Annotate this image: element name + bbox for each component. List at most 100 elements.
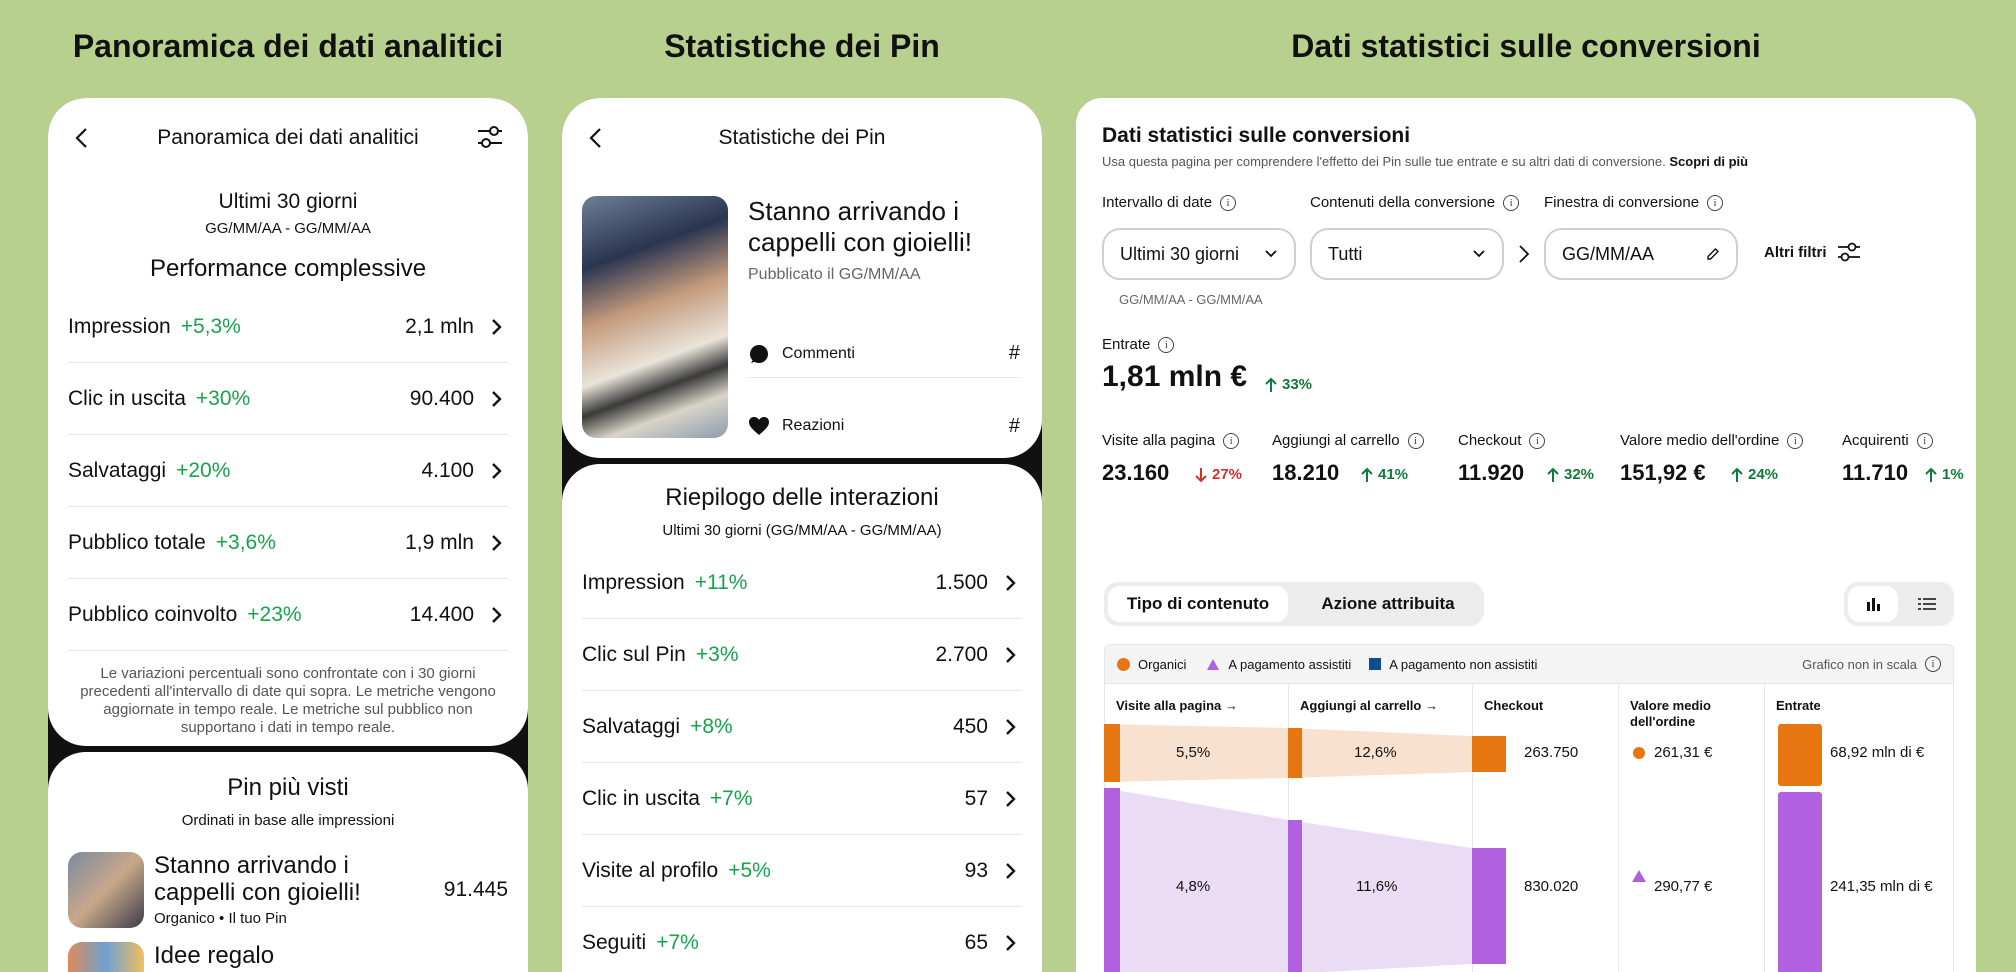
chevron-right-icon xyxy=(1006,646,1016,663)
reactions-label: Reazioni xyxy=(782,417,845,434)
info-icon[interactable]: i xyxy=(1787,432,1804,449)
info-icon[interactable]: i xyxy=(1407,432,1424,449)
metric-value: 1.500 xyxy=(935,570,988,594)
chevron-right-icon xyxy=(1006,934,1016,951)
metric-change: +8% xyxy=(690,714,733,738)
arrow-up-icon xyxy=(1265,377,1277,392)
metric-label: Salvataggi xyxy=(582,714,681,738)
info-icon[interactable]: i xyxy=(1223,432,1240,449)
reactions-value: # xyxy=(1008,414,1020,437)
metric-label: Visite al profilo xyxy=(582,858,719,882)
overview-footnote: Le variazioni percentuali sono confronta… xyxy=(80,665,496,736)
metric-row[interactable]: Impression +11% 1.500 xyxy=(582,547,1022,619)
organic-visits-bar xyxy=(1104,724,1120,782)
info-icon[interactable]: i xyxy=(1220,194,1237,211)
metric-trend-value: 41% xyxy=(1378,466,1409,483)
list-view-button[interactable] xyxy=(1902,586,1952,622)
info-icon[interactable]: i xyxy=(1503,194,1520,211)
filter-settings-icon[interactable] xyxy=(476,124,504,150)
top-pins-panel: Pin più visti Ordinati in base alle impr… xyxy=(48,752,528,972)
metric-row[interactable]: Seguiti +7% 65 xyxy=(582,907,1022,972)
reactions-row[interactable]: Reazioni # xyxy=(748,402,1020,450)
info-icon[interactable]: i xyxy=(1916,432,1933,449)
arrow-up-icon xyxy=(1925,467,1937,482)
info-icon[interactable]: i xyxy=(1158,336,1175,353)
overview-panel: Panoramica dei dati analitici Ultimi 30 … xyxy=(48,98,528,746)
metric-change: +7% xyxy=(656,930,699,954)
metric-row[interactable]: Clic in uscita +7% 57 xyxy=(582,763,1022,835)
metric-row[interactable]: Clic sul Pin +3% 2.700 xyxy=(582,619,1022,691)
legend-organic: Organici xyxy=(1138,656,1187,672)
col-divider xyxy=(1618,684,1619,972)
metric-trend-value: 1% xyxy=(1942,466,1964,483)
metric-row[interactable]: Impression +5,3% 2,1 mln xyxy=(68,291,508,363)
list-icon xyxy=(1918,598,1936,610)
metric-change: +3,6% xyxy=(215,530,276,554)
metric-label: Valore medio dell'ordine xyxy=(1620,432,1780,449)
back-arrow-icon[interactable] xyxy=(72,126,92,150)
metric-label: Visite alla pagina xyxy=(1102,432,1216,449)
metric-trend: 41% xyxy=(1360,466,1408,483)
paid-aov-marker xyxy=(1632,870,1646,882)
bar-chart-icon xyxy=(1867,598,1880,611)
date-range-select[interactable]: Ultimi 30 giorni xyxy=(1102,228,1296,280)
conversion-window-input[interactable]: GG/MM/AA xyxy=(1544,228,1738,280)
metric-row[interactable]: Pubblico totale +3,6% 1,9 mln xyxy=(68,507,508,579)
comments-label: Commenti xyxy=(782,344,855,362)
date-range-label: GG/MM/AA - GG/MM/AA xyxy=(205,220,371,237)
paid-revenue-bar xyxy=(1778,792,1822,972)
pencil-icon xyxy=(1707,248,1719,260)
metric-value: 2,1 mln xyxy=(405,314,474,338)
paid-revenue-value: 241,35 mln di € xyxy=(1830,878,1933,895)
info-icon[interactable]: i xyxy=(1529,432,1546,449)
tab-content-type[interactable]: Tipo di contenuto xyxy=(1108,586,1288,622)
metric-row[interactable]: Clic in uscita +30% 90.400 xyxy=(68,363,508,435)
pin-title: Stanno arrivando i cappelli con gioielli… xyxy=(748,196,973,258)
tab-attributed-action[interactable]: Azione attribuita xyxy=(1321,594,1455,613)
top-pins-subtitle: Ordinati in base alle impressioni xyxy=(181,812,395,829)
metric-trend-value: 24% xyxy=(1748,466,1779,483)
metric-trend: 1% xyxy=(1924,466,1964,483)
organic-checkout-value: 263.750 xyxy=(1524,744,1579,761)
conversions-card: Dati statistici sulle conversioni Usa qu… xyxy=(1076,98,1976,972)
paid-unassisted-legend-icon xyxy=(1369,658,1382,670)
info-icon[interactable]: i xyxy=(1707,194,1724,211)
comments-row[interactable]: Commenti # xyxy=(748,330,1020,378)
top-pin-item[interactable]: Idee regalo xyxy=(68,942,508,972)
heart-icon xyxy=(749,417,769,435)
paid-cart-pct: 11,6% xyxy=(1356,878,1398,895)
metric-label: Salvataggi xyxy=(68,458,167,482)
metric-value: 11.710 xyxy=(1842,460,1909,485)
metric-value: 11.920 xyxy=(1458,460,1525,485)
back-arrow-icon[interactable] xyxy=(586,126,606,150)
metric-label: Aggiungi al carrello xyxy=(1272,432,1400,449)
overview-phone: Panoramica dei dati analitici Ultimi 30 … xyxy=(48,98,528,972)
metric-row[interactable]: Visite al profilo +5% 93 xyxy=(582,835,1022,907)
metric-change: +11% xyxy=(694,570,748,594)
top-pin-value: 91.445 xyxy=(443,878,508,901)
date-filter-label: Intervallo di date xyxy=(1102,194,1213,211)
metric-row[interactable]: Pubblico coinvolto +23% 14.400 xyxy=(68,579,508,651)
arrow-down-icon xyxy=(1195,467,1207,482)
top-pin-title: Idee regalo xyxy=(154,942,275,969)
metric-row[interactable]: Salvataggi +8% 450 xyxy=(582,691,1022,763)
top-pin-item[interactable]: Stanno arrivando i cappelli con gioielli… xyxy=(68,850,508,930)
pin-stats-phone: Statistiche dei Pin Stanno arrivando i c… xyxy=(562,98,1042,972)
paid-visits-bar xyxy=(1104,788,1120,972)
revenue-trend-value: 33% xyxy=(1282,376,1313,393)
pin-stats-header-title: Statistiche dei Pin xyxy=(718,126,886,149)
chevron-right-icon xyxy=(1006,862,1016,879)
overview-section-title: Panoramica dei dati analitici xyxy=(72,28,504,64)
date-range-value: Ultimi 30 giorni xyxy=(1120,243,1240,264)
paid-cart-bar xyxy=(1288,820,1302,972)
paid-visits-pct: 4,8% xyxy=(1176,878,1211,895)
metric-row[interactable]: Salvataggi +20% 4.100 xyxy=(68,435,508,507)
learn-more-link[interactable]: Scopri di più xyxy=(1669,154,1749,169)
organic-legend-icon xyxy=(1117,657,1130,671)
info-icon[interactable]: i xyxy=(1925,656,1941,672)
more-filters-button[interactable]: Altri filtri xyxy=(1764,242,1861,262)
content-select[interactable]: Tutti xyxy=(1310,228,1504,280)
organic-flow-band xyxy=(1104,724,1288,782)
metric-change: +20% xyxy=(176,458,231,482)
bar-chart-view-button[interactable] xyxy=(1848,586,1898,622)
